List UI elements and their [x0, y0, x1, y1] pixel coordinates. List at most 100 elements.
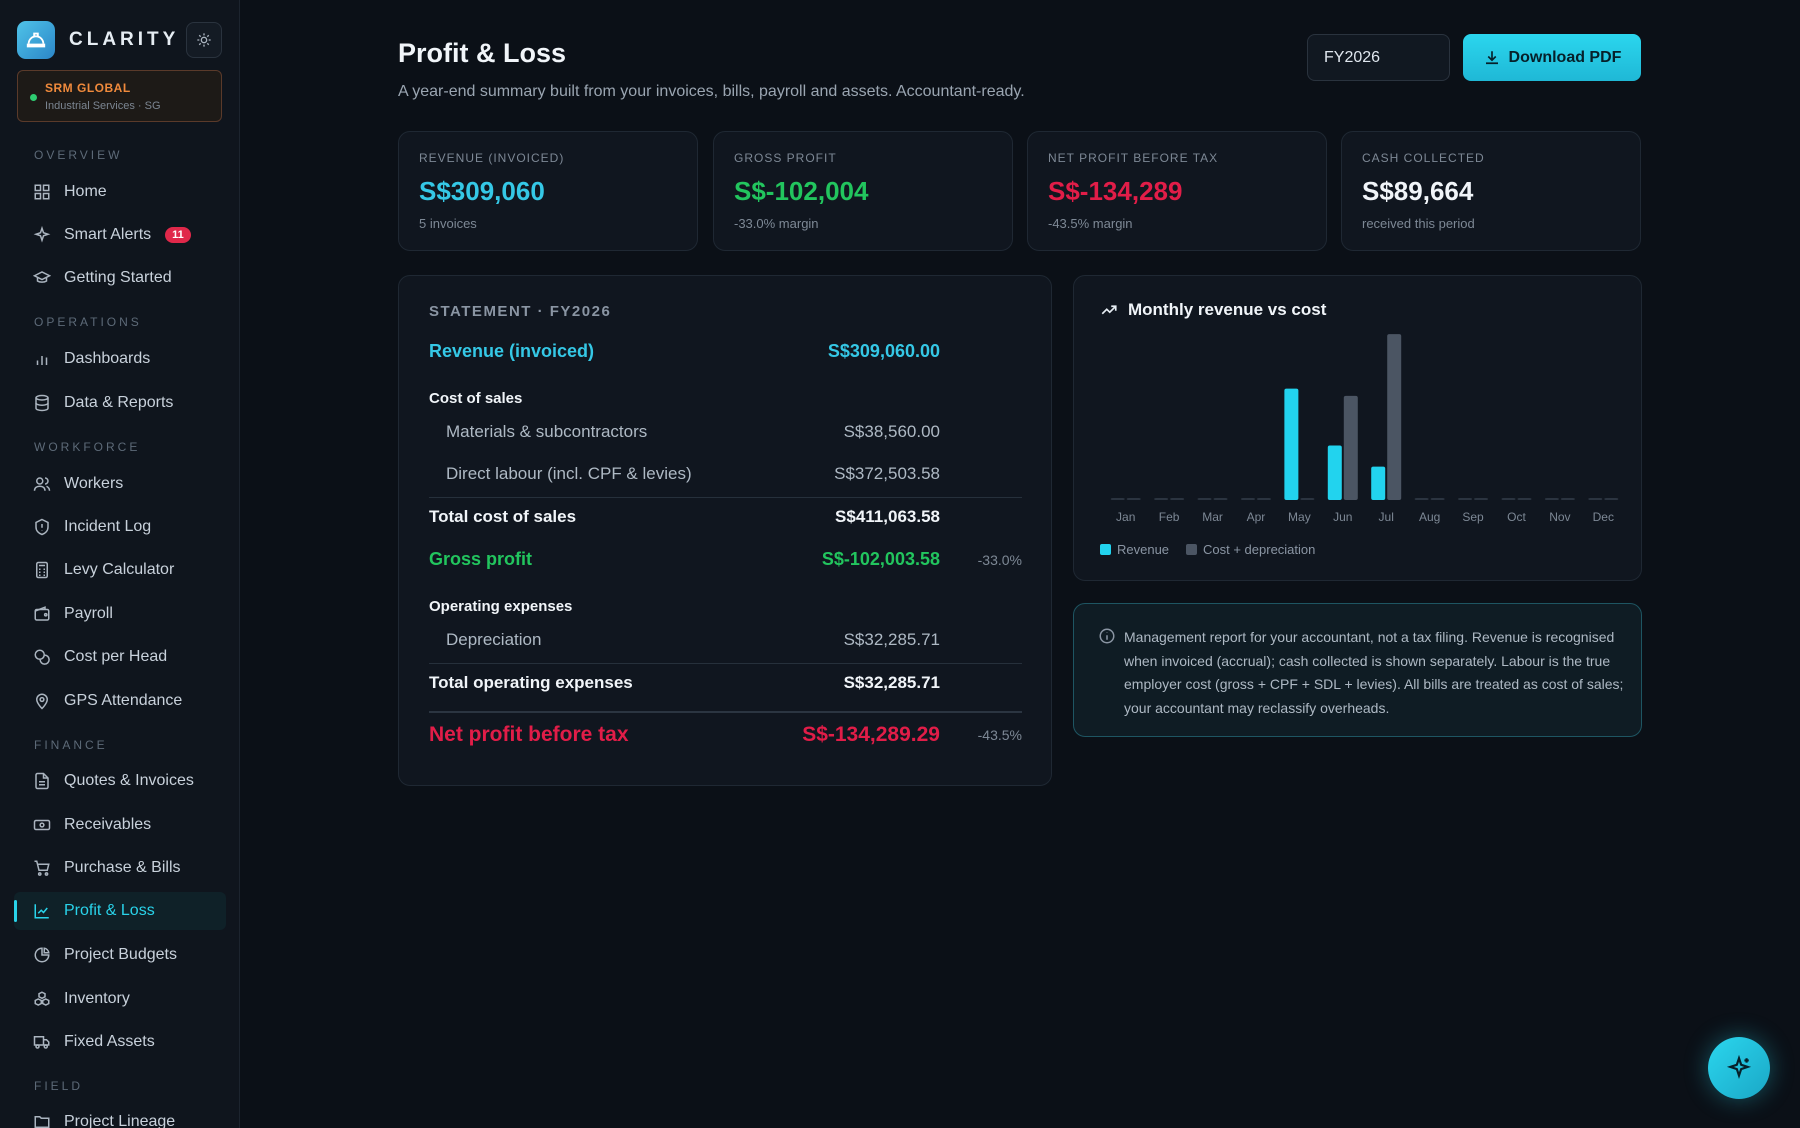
sidebar-item-label: Payroll	[64, 605, 113, 622]
kpi-card-revenue: REVENUE (INVOICED) S$309,060 5 invoices	[398, 131, 698, 251]
kpi-sub: -33.0% margin	[734, 216, 819, 231]
statement-row-materials: Materials & subcontractors S$38,560.00	[429, 422, 1022, 442]
sidebar-item-cost-per-head[interactable]: Cost per Head	[14, 638, 226, 676]
org-switcher[interactable]: SRM GLOBAL Industrial Services · SG	[17, 70, 222, 122]
legend-swatch	[1100, 544, 1111, 555]
download-pdf-label: Download PDF	[1508, 48, 1622, 66]
x-tick-label: Mar	[1202, 510, 1223, 524]
org-name: SRM GLOBAL	[45, 81, 131, 95]
sidebar-item-label: Receivables	[64, 816, 152, 833]
sidebar-item-getting-started[interactable]: Getting Started	[14, 259, 226, 297]
statement-row-labour: Direct labour (incl. CPF & levies) S$372…	[429, 464, 1022, 484]
statement-row-depreciation: Depreciation S$32,285.71	[429, 630, 1022, 650]
bar-revenue-nov	[1544, 498, 1559, 500]
sidebar-item-quotes-invoices[interactable]: Quotes & Invoices	[14, 762, 226, 800]
sidebar-item-purchase-bills[interactable]: Purchase & Bills	[14, 849, 226, 887]
database-icon	[32, 393, 52, 413]
download-pdf-button[interactable]: Download PDF	[1463, 34, 1641, 81]
kpi-value: S$89,664	[1362, 176, 1474, 206]
sidebar-item-smart-alerts[interactable]: Smart Alerts 11	[14, 216, 226, 254]
statement-row-revenue: Revenue (invoiced) S$309,060.00	[429, 341, 1022, 362]
status-dot	[30, 94, 37, 101]
brand[interactable]: CLARITY	[17, 21, 179, 59]
folder-tree-icon	[32, 1112, 52, 1128]
row-percent: -43.5%	[977, 727, 1022, 743]
sidebar-item-dashboards[interactable]: Dashboards	[14, 340, 226, 378]
kpi-value: S$-134,289	[1048, 176, 1183, 206]
boxes-icon	[32, 989, 52, 1009]
bar-revenue-jun	[1327, 445, 1342, 500]
map-pin-icon	[32, 691, 52, 711]
kpi-label: GROSS PROFIT	[734, 151, 837, 165]
bar-cost-depreciation-aug	[1430, 498, 1445, 500]
info-note-text: Management report for your accountant, n…	[1124, 629, 1624, 716]
kpi-label: NET PROFIT BEFORE TAX	[1048, 151, 1219, 165]
sidebar-item-profit-loss[interactable]: Profit & Loss	[14, 892, 226, 930]
sidebar-item-fixed-assets[interactable]: Fixed Assets	[14, 1023, 226, 1061]
bar-revenue-feb	[1154, 498, 1169, 500]
row-amount: S$38,560.00	[843, 422, 940, 441]
x-tick-label: Aug	[1419, 510, 1440, 524]
x-tick-label: Dec	[1593, 510, 1614, 524]
trending-up-icon	[1101, 305, 1117, 315]
sidebar-item-inventory[interactable]: Inventory	[14, 980, 226, 1018]
kpi-label: REVENUE (INVOICED)	[419, 151, 565, 165]
assistant-fab-button[interactable]	[1708, 1037, 1770, 1099]
shield-alert-icon	[32, 517, 52, 537]
sidebar-item-incident-log[interactable]: Incident Log	[14, 508, 226, 546]
info-icon	[1099, 628, 1115, 644]
line-chart-icon	[32, 901, 52, 921]
sidebar-item-project-lineage[interactable]: Project Lineage	[14, 1103, 226, 1128]
graduation-cap-icon	[32, 268, 52, 288]
sidebar: CLARITY SRM GLOBAL Industrial Services ·…	[0, 0, 240, 1128]
section-heading-cost-of-sales: Cost of sales	[429, 390, 1022, 407]
section-heading-operating-expenses: Operating expenses	[429, 598, 1022, 615]
bar-revenue-jan	[1110, 498, 1125, 500]
bar-cost-depreciation-apr	[1256, 498, 1271, 500]
sidebar-item-home[interactable]: Home	[14, 173, 226, 211]
sidebar-item-label: Data & Reports	[64, 394, 174, 411]
sidebar-item-payroll[interactable]: Payroll	[14, 595, 226, 633]
x-tick-label: Jul	[1379, 510, 1394, 524]
kpi-sub: received this period	[1362, 216, 1475, 231]
bar-cost-depreciation-may	[1300, 498, 1315, 500]
sidebar-item-gps-attendance[interactable]: GPS Attendance	[14, 682, 226, 720]
sidebar-item-levy-calculator[interactable]: Levy Calculator	[14, 551, 226, 589]
statement-title: STATEMENT · FY2026	[429, 303, 612, 320]
sidebar-item-label: Purchase & Bills	[64, 859, 181, 876]
kpi-card-cash-collected: CASH COLLECTED S$89,664 received this pe…	[1341, 131, 1641, 251]
page-subtitle: A year-end summary built from your invoi…	[398, 83, 1025, 100]
hardhat-icon	[17, 21, 55, 59]
theme-toggle-button[interactable]	[186, 22, 222, 58]
divider	[429, 663, 1022, 664]
row-label: Cost of sales	[429, 390, 523, 407]
sidebar-item-workers[interactable]: Workers	[14, 465, 226, 503]
cart-icon	[32, 858, 52, 878]
fiscal-year-select[interactable]: FY2026	[1307, 34, 1450, 81]
legend-swatch	[1186, 544, 1197, 555]
legend-label: Revenue	[1117, 542, 1169, 557]
kpi-value: S$309,060	[419, 176, 545, 206]
row-label: Total operating expenses	[429, 673, 633, 692]
bar-cost-depreciation-jan	[1126, 498, 1141, 500]
row-amount: S$372,503.58	[834, 464, 940, 483]
bar-revenue-mar	[1197, 498, 1212, 500]
row-label: Gross profit	[429, 549, 533, 569]
bar-cost-depreciation-oct	[1517, 498, 1532, 500]
sidebar-item-receivables[interactable]: Receivables	[14, 806, 226, 844]
x-tick-label: May	[1288, 510, 1311, 524]
bar-cost-depreciation-jul	[1387, 334, 1402, 500]
bar-revenue-dec	[1588, 498, 1603, 500]
page-title: Profit & Loss	[398, 38, 567, 68]
row-percent: -33.0%	[977, 551, 1022, 568]
bar-cost-depreciation-jun	[1343, 395, 1358, 500]
sidebar-item-label: Project Lineage	[64, 1113, 176, 1128]
sidebar-item-project-budgets[interactable]: Project Budgets	[14, 936, 226, 974]
sidebar-item-data-reports[interactable]: Data & Reports	[14, 384, 226, 422]
row-label: Direct labour (incl. CPF & levies)	[446, 464, 692, 483]
divider	[429, 497, 1022, 498]
coins-icon	[32, 647, 52, 667]
file-text-icon	[32, 771, 52, 791]
sparkle-icon	[32, 225, 52, 245]
bar-cost-depreciation-feb	[1170, 498, 1185, 500]
